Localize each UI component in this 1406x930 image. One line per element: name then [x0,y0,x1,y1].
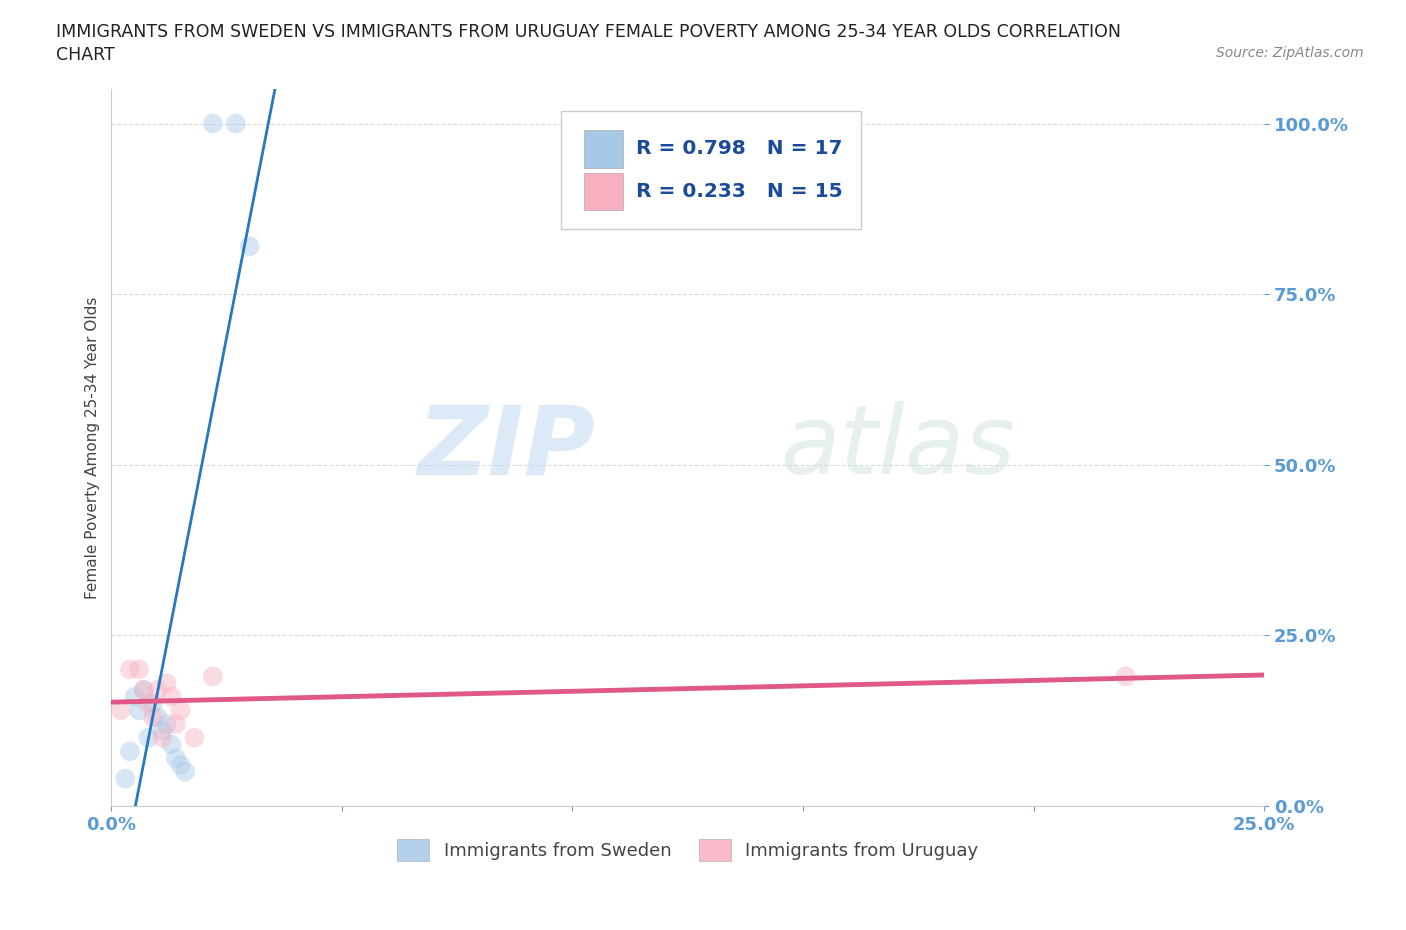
Point [160,689,183,704]
Point [118,744,141,759]
Point [124,689,146,704]
Point [160,737,183,752]
Point [156,676,179,691]
Point [150,724,173,738]
Point [169,703,191,718]
Point [136,697,159,711]
Text: ZIP: ZIP [418,401,596,494]
Point [201,116,224,131]
Text: IMMIGRANTS FROM SWEDEN VS IMMIGRANTS FROM URUGUAY FEMALE POVERTY AMONG 25-34 YEA: IMMIGRANTS FROM SWEDEN VS IMMIGRANTS FRO… [56,23,1121,41]
Point [150,730,173,745]
Point [1115,669,1137,684]
Point [146,683,169,698]
FancyBboxPatch shape [561,111,860,229]
Point [128,662,150,677]
Text: R = 0.798   N = 17: R = 0.798 N = 17 [636,140,842,158]
Point [118,662,141,677]
Point [146,710,169,724]
Point [183,730,205,745]
Text: Source: ZipAtlas.com: Source: ZipAtlas.com [1216,46,1364,60]
Point [165,751,187,765]
Point [174,764,197,779]
Point [142,697,165,711]
Text: CHART: CHART [56,46,115,64]
Point [225,116,247,131]
Y-axis label: Female Poverty Among 25-34 Year Olds: Female Poverty Among 25-34 Year Olds [86,297,100,599]
Text: atlas: atlas [780,401,1015,494]
Point [114,771,136,786]
Point [165,717,187,732]
Legend: Immigrants from Sweden, Immigrants from Uruguay: Immigrants from Sweden, Immigrants from … [389,832,986,869]
Text: R = 0.233   N = 15: R = 0.233 N = 15 [636,182,842,202]
Point [169,758,191,773]
Point [110,703,132,718]
Point [132,683,155,698]
Point [201,669,224,684]
FancyBboxPatch shape [583,130,623,167]
Point [132,683,155,698]
Point [156,717,179,732]
Point [142,710,165,724]
Point [128,703,150,718]
Point [136,730,159,745]
Point [239,239,262,254]
FancyBboxPatch shape [583,173,623,210]
